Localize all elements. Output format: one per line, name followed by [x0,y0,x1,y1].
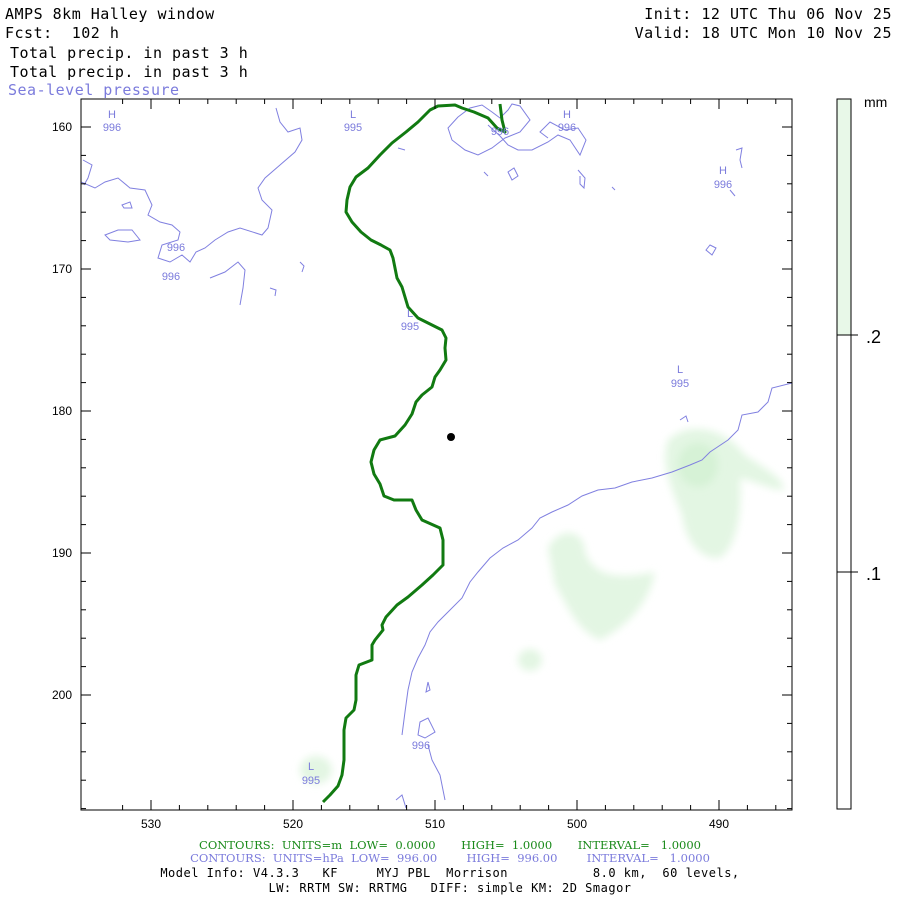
x-tick-label: 490 [709,817,729,831]
x-tick-label: 520 [283,817,303,831]
pressure-value: 996 [162,271,180,283]
pressure-symbol: H [719,165,727,177]
pressure-labels: H 996 L 995 996 H 996 H 996 996 996 L 99… [103,109,732,787]
y-tick-label: 170 [52,262,72,276]
pressure-value: 996 [167,242,185,254]
plot-frame [80,98,793,811]
precip-shading [300,428,785,784]
pressure-symbol: L [677,364,683,376]
field-label-slp: Sea-level pressure [8,81,180,99]
station-marker [447,433,455,441]
x-tick-label: 530 [141,817,161,831]
y-axis-labels: 160 170 180 190 200 [52,120,72,702]
colorbar: mm .2 .1 [836,94,887,810]
y-axis-ticks [81,126,792,810]
field-label-2: Total precip. in past 3 h [10,63,249,81]
pressure-symbol: L [308,761,314,773]
x-axis-labels: 530 520 510 500 490 [141,817,729,831]
pressure-value: 996 [412,740,430,752]
x-tick-label: 500 [567,817,587,831]
pressure-symbol: L [407,308,413,320]
pressure-symbol: H [563,109,571,121]
pressure-value: 996 [714,179,732,191]
pressure-symbol: H [108,109,116,121]
pressure-value: 996 [558,122,576,134]
contour-info-terrain: CONTOURS: UNITS=m LOW= 0.0000 HIGH= 1.00… [199,838,701,852]
slp-contours [81,103,792,809]
model-info: Model Info: V4.3.3 KF MYJ PBL Morrison 8… [160,866,740,880]
pressure-value: 996 [491,126,509,138]
colorbar-label: .2 [866,327,881,347]
y-tick-label: 190 [52,546,72,560]
pressure-value: 996 [103,122,121,134]
pressure-value: 995 [671,378,689,390]
x-axis-ticks [122,99,777,810]
contour-info-slp: CONTOURS: UNITS=hPa LOW= 996.00 HIGH= 99… [190,851,710,865]
y-tick-label: 200 [52,688,72,702]
pressure-value: 995 [344,122,362,134]
y-tick-label: 180 [52,404,72,418]
pressure-value: 995 [401,321,419,333]
x-tick-label: 510 [425,817,445,831]
colorbar-label: .1 [866,564,881,584]
pressure-value: 995 [302,775,320,787]
colorbar-unit: mm [864,94,887,110]
forecast-hour: Fcst: 102 h [5,24,120,42]
y-tick-label: 160 [52,120,72,134]
init-time: Init: 12 UTC Thu 06 Nov 25 [644,5,892,23]
valid-time: Valid: 18 UTC Mon 10 Nov 25 [634,24,892,42]
model-info-2: LW: RRTM SW: RRTMG DIFF: simple KM: 2D S… [268,881,632,895]
field-label-1: Total precip. in past 3 h [10,44,249,62]
terrain-contour [321,103,507,804]
pressure-symbol: L [350,109,356,121]
plot-title: AMPS 8km Halley window [5,5,215,23]
